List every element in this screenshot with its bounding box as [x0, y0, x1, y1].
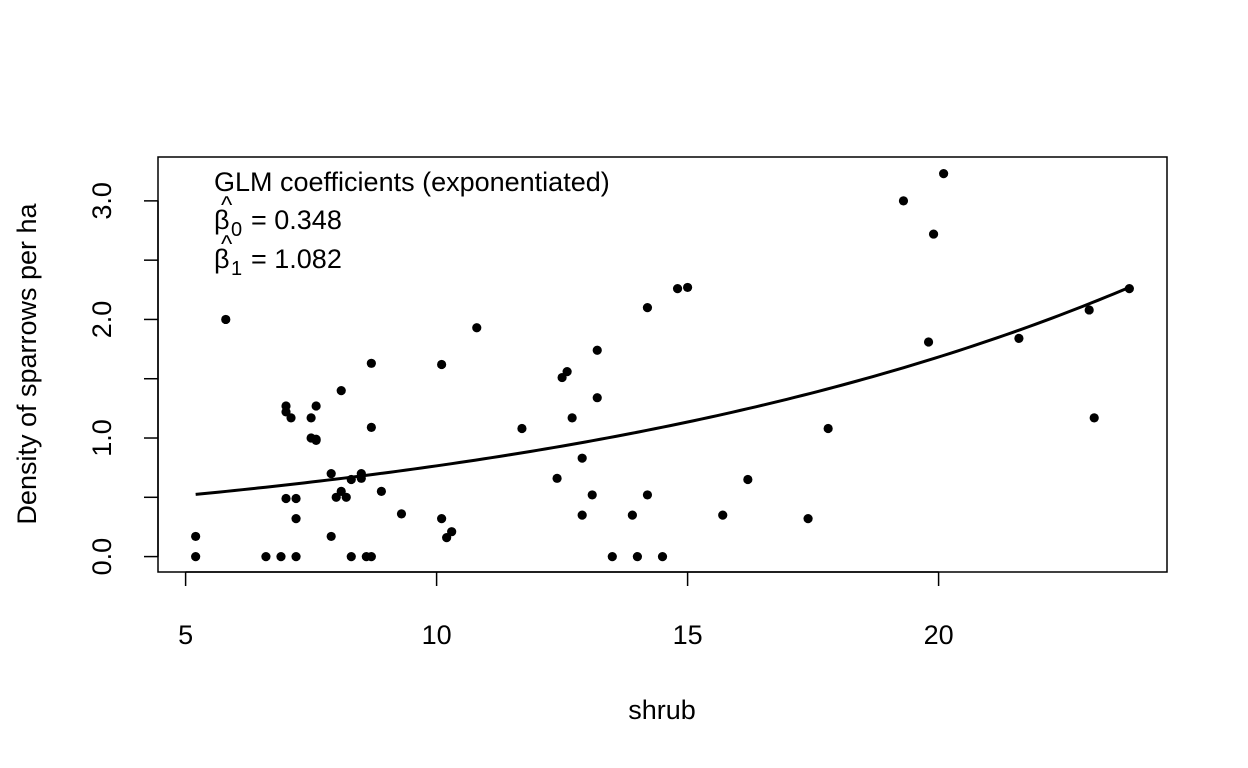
x-axis-label: shrub — [628, 695, 696, 725]
data-point — [592, 345, 602, 355]
data-point — [336, 385, 346, 396]
beta0-hat: ^ — [221, 192, 233, 219]
data-point — [898, 196, 909, 206]
data-point — [627, 510, 637, 520]
data-point — [928, 229, 939, 239]
x-tick-label: 15 — [673, 620, 703, 650]
data-point — [923, 337, 934, 347]
y-axis: 0.0 1.0 2.0 3.0 — [87, 182, 159, 576]
x-tick-label: 20 — [924, 620, 954, 650]
data-point — [552, 473, 562, 483]
data-point — [1014, 333, 1024, 344]
beta1-hat: ^ — [221, 231, 233, 258]
data-points — [191, 169, 1134, 562]
coefficients-legend: GLM coefficients (exponentiated) β ^ 0 =… — [214, 167, 610, 280]
data-point — [743, 474, 753, 485]
data-point — [683, 282, 693, 293]
data-point — [291, 551, 301, 562]
data-point — [291, 493, 301, 504]
data-point — [562, 367, 572, 377]
y-tick-label: 2.0 — [87, 301, 117, 339]
glm-fit-line — [195, 285, 1130, 496]
data-point — [311, 401, 321, 411]
beta0-subscript: 0 — [231, 219, 242, 241]
y-tick-label: 0.0 — [87, 538, 117, 576]
data-point — [1124, 284, 1134, 294]
data-point — [346, 551, 356, 562]
x-tick-label: 10 — [422, 620, 452, 650]
data-point — [286, 413, 296, 423]
data-point — [472, 323, 482, 333]
y-axis-label: Density of sparrows per ha — [12, 202, 42, 524]
data-point — [437, 514, 447, 524]
data-point — [221, 314, 231, 325]
data-point — [311, 435, 321, 445]
data-point — [261, 551, 271, 562]
beta1-symbol: β — [214, 244, 230, 274]
data-point — [592, 393, 602, 403]
beta0-symbol: β — [214, 205, 230, 235]
data-point — [346, 474, 356, 485]
data-point — [191, 531, 201, 542]
data-point — [577, 510, 587, 520]
data-point — [939, 169, 949, 179]
data-point — [437, 359, 447, 370]
data-point — [291, 514, 301, 524]
x-tick-label: 5 — [178, 620, 193, 650]
data-point — [657, 551, 668, 562]
y-tick-label: 1.0 — [87, 419, 117, 457]
legend-heading: GLM coefficients (exponentiated) — [214, 167, 610, 197]
data-point — [366, 358, 376, 368]
data-point — [326, 531, 336, 542]
x-axis: 5 10 15 20 — [178, 571, 954, 650]
data-point — [823, 423, 833, 434]
y-tick-label: 3.0 — [87, 182, 117, 220]
data-point — [567, 413, 577, 423]
data-point — [276, 551, 286, 562]
data-point — [587, 490, 597, 500]
data-point — [191, 551, 201, 562]
beta1-value: = 1.082 — [251, 244, 342, 274]
beta1-subscript: 1 — [231, 258, 242, 280]
data-point — [366, 422, 376, 432]
data-point — [326, 468, 336, 479]
data-point — [341, 492, 351, 502]
data-point — [718, 510, 728, 520]
data-point — [517, 423, 527, 434]
data-point — [577, 453, 587, 463]
data-point — [447, 527, 457, 537]
data-point — [356, 473, 366, 483]
beta0-value: = 0.348 — [251, 205, 342, 235]
data-point — [366, 551, 376, 562]
data-point — [642, 302, 653, 313]
data-point — [803, 514, 813, 524]
data-point — [672, 284, 683, 294]
data-point — [1089, 413, 1099, 423]
data-point — [306, 413, 316, 423]
data-point — [632, 551, 643, 562]
data-point — [642, 490, 653, 500]
data-point — [376, 486, 386, 496]
data-point — [607, 551, 617, 562]
data-point — [281, 493, 291, 504]
data-point — [396, 509, 407, 519]
data-point — [1084, 305, 1094, 315]
